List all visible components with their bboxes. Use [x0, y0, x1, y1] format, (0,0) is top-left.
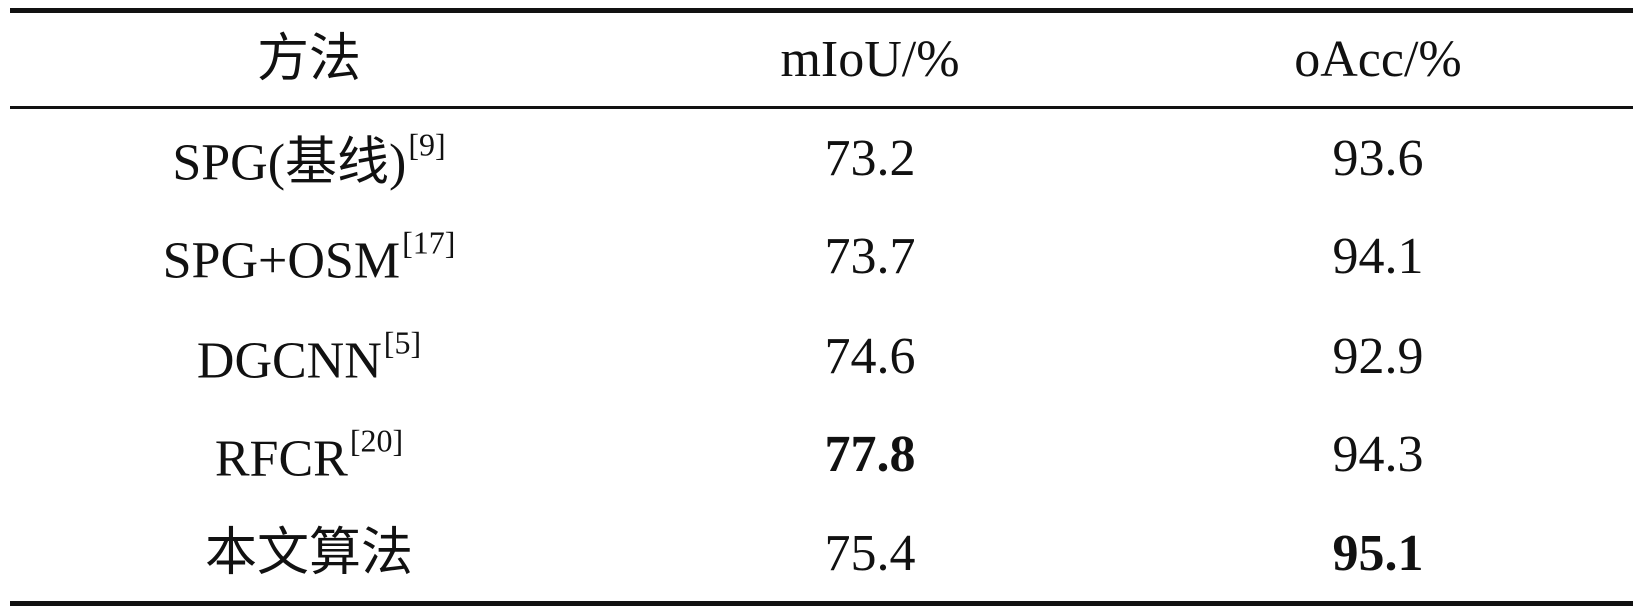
header-rule [10, 106, 1633, 109]
citation: [17] [402, 224, 456, 261]
oacc-cell: 94.3 [1332, 426, 1424, 483]
citation: [9] [408, 126, 446, 163]
method-cell: SPG+OSM[17] [163, 227, 456, 288]
citation: [20] [349, 422, 404, 459]
miou-cell: 74.6 [824, 328, 916, 385]
oacc-cell: 94.1 [1332, 228, 1424, 285]
method-name: SPG(基线) [172, 134, 407, 192]
header-cell: oAcc/% [1294, 31, 1462, 88]
top-rule [10, 8, 1633, 13]
header-cell: 方法 [256, 31, 362, 88]
miou-cell: 77.8 [824, 426, 916, 483]
citation: [5] [383, 324, 422, 361]
method-name: SPG+OSM [162, 232, 401, 290]
bottom-rule [10, 601, 1633, 606]
method-cell: 本文算法 [205, 528, 413, 580]
oacc-cell: 95.1 [1332, 525, 1424, 582]
method-cell: SPG(基线)[9] [172, 129, 445, 190]
miou-cell: 73.2 [824, 130, 916, 187]
method-name: DGCNN [196, 332, 382, 390]
oacc-cell: 92.9 [1332, 328, 1424, 385]
miou-cell: 75.4 [824, 525, 916, 582]
miou-cell: 73.7 [824, 228, 916, 285]
method-name: 本文算法 [204, 525, 414, 582]
header-cell: mIoU/% [780, 31, 960, 88]
method-cell: DGCNN[5] [197, 327, 421, 388]
method-name: RFCR [214, 430, 348, 488]
oacc-cell: 93.6 [1332, 130, 1424, 187]
method-cell: RFCR[20] [215, 425, 403, 486]
